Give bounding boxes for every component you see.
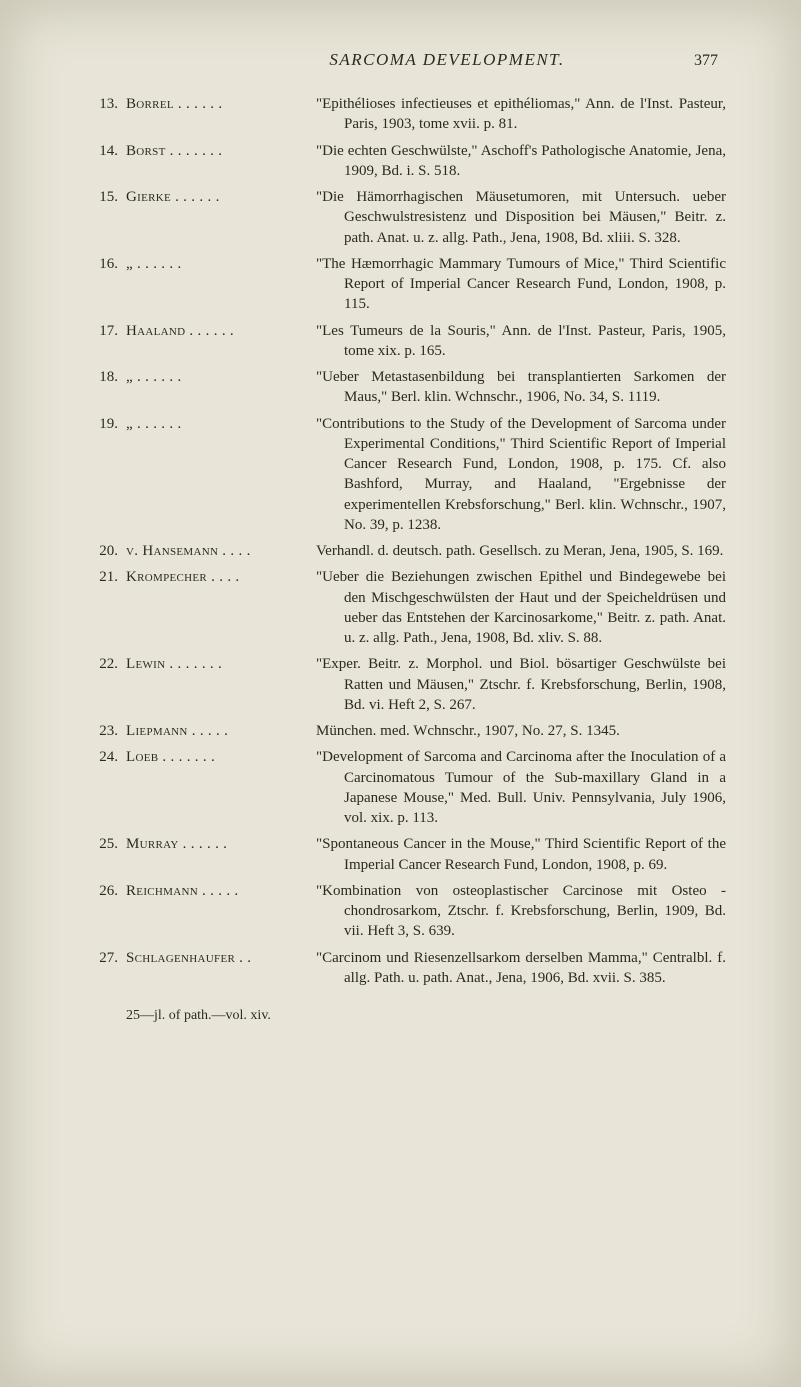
entry-author: „ . . . . . . [120, 254, 310, 315]
entry-number: 23. [90, 721, 120, 741]
bibliography-entry: 23. Liepmann . . . . . München. med. Wch… [90, 721, 736, 741]
bibliography-entry: 17. Haaland . . . . . . "Les Tumeurs de … [90, 321, 736, 362]
entry-description: "Die Hämorrhagischen Mäusetumoren, mit U… [310, 187, 736, 248]
bibliography-entry: 18. „ . . . . . . "Ueber Metastasenbildu… [90, 367, 736, 408]
entry-description: "Ueber die Beziehungen zwischen Epithel … [310, 567, 736, 648]
entry-author: Borrel . . . . . . [120, 94, 310, 135]
entry-description: "Carcinom und Riesenzellsarkom derselben… [310, 948, 736, 989]
bibliography-entry: 19. „ . . . . . . "Contributions to the … [90, 414, 736, 536]
bibliography-entry: 20. v. Hansemann . . . . Verhandl. d. de… [90, 541, 736, 561]
entry-number: 17. [90, 321, 120, 362]
entry-author: „ . . . . . . [120, 414, 310, 536]
entry-number: 26. [90, 881, 120, 942]
entry-number: 22. [90, 654, 120, 715]
bibliography-entry: 22. Lewin . . . . . . . "Exper. Beitr. z… [90, 654, 736, 715]
entry-number: 18. [90, 367, 120, 408]
page-header: SARCOMA DEVELOPMENT. 377 [200, 50, 736, 70]
entry-number: 20. [90, 541, 120, 561]
entry-author: Murray . . . . . . [120, 834, 310, 875]
entry-description: Verhandl. d. deutsch. path. Gesellsch. z… [310, 541, 736, 561]
page-container: SARCOMA DEVELOPMENT. 377 13. Borrel . . … [0, 0, 801, 1064]
entry-number: 24. [90, 747, 120, 828]
entry-number: 15. [90, 187, 120, 248]
bibliography-entry: 15. Gierke . . . . . . "Die Hämorrhagisc… [90, 187, 736, 248]
entry-number: 27. [90, 948, 120, 989]
entry-number: 16. [90, 254, 120, 315]
entry-description: "Kombination von osteoplastischer Carcin… [310, 881, 736, 942]
entry-author: Gierke . . . . . . [120, 187, 310, 248]
entry-author: Borst . . . . . . . [120, 141, 310, 182]
entry-number: 19. [90, 414, 120, 536]
entry-description: "Ueber Metastasenbildung bei transplanti… [310, 367, 736, 408]
bibliography-entry: 25. Murray . . . . . . "Spontaneous Canc… [90, 834, 736, 875]
bibliography-entry: 26. Reichmann . . . . . "Kombination von… [90, 881, 736, 942]
header-title: SARCOMA DEVELOPMENT. [200, 50, 694, 70]
entry-author: Loeb . . . . . . . [120, 747, 310, 828]
entry-author: Lewin . . . . . . . [120, 654, 310, 715]
entry-number: 14. [90, 141, 120, 182]
entry-number: 25. [90, 834, 120, 875]
entry-description: München. med. Wchnschr., 1907, No. 27, S… [310, 721, 736, 741]
entry-author: v. Hansemann . . . . [120, 541, 310, 561]
entry-author: Liepmann . . . . . [120, 721, 310, 741]
page-number: 377 [694, 52, 718, 70]
bibliography-list: 13. Borrel . . . . . . "Epithélioses inf… [90, 94, 736, 994]
entry-author: Haaland . . . . . . [120, 321, 310, 362]
entry-description: "Epithélioses infectieuses et epithéliom… [310, 94, 736, 135]
entry-author: Schlagenhaufer . . [120, 948, 310, 989]
entry-description: "Spontaneous Cancer in the Mouse," Third… [310, 834, 736, 875]
entry-author: Krompecher . . . . [120, 567, 310, 648]
bibliography-entry: 14. Borst . . . . . . . "Die echten Gesc… [90, 141, 736, 182]
page-footer: 25—jl. of path.—vol. xiv. [90, 1008, 736, 1024]
entry-author: Reichmann . . . . . [120, 881, 310, 942]
entry-description: "The Hæmorrhagic Mammary Tumours of Mice… [310, 254, 736, 315]
bibliography-entry: 27. Schlagenhaufer . . "Carcinom und Rie… [90, 948, 736, 989]
entry-author: „ . . . . . . [120, 367, 310, 408]
entry-description: "Development of Sarcoma and Carcinoma af… [310, 747, 736, 828]
bibliography-entry: 24. Loeb . . . . . . . "Development of S… [90, 747, 736, 828]
entry-number: 13. [90, 94, 120, 135]
entry-description: "Die echten Geschwülste," Aschoff's Path… [310, 141, 736, 182]
bibliography-entry: 16. „ . . . . . . "The Hæmorrhagic Mamma… [90, 254, 736, 315]
entry-number: 21. [90, 567, 120, 648]
entry-description: "Les Tumeurs de la Souris," Ann. de l'In… [310, 321, 736, 362]
bibliography-entry: 21. Krompecher . . . . "Ueber die Bezieh… [90, 567, 736, 648]
entry-description: "Exper. Beitr. z. Morphol. und Biol. bös… [310, 654, 736, 715]
entry-description: "Contributions to the Study of the Devel… [310, 414, 736, 536]
bibliography-entry: 13. Borrel . . . . . . "Epithélioses inf… [90, 94, 736, 135]
